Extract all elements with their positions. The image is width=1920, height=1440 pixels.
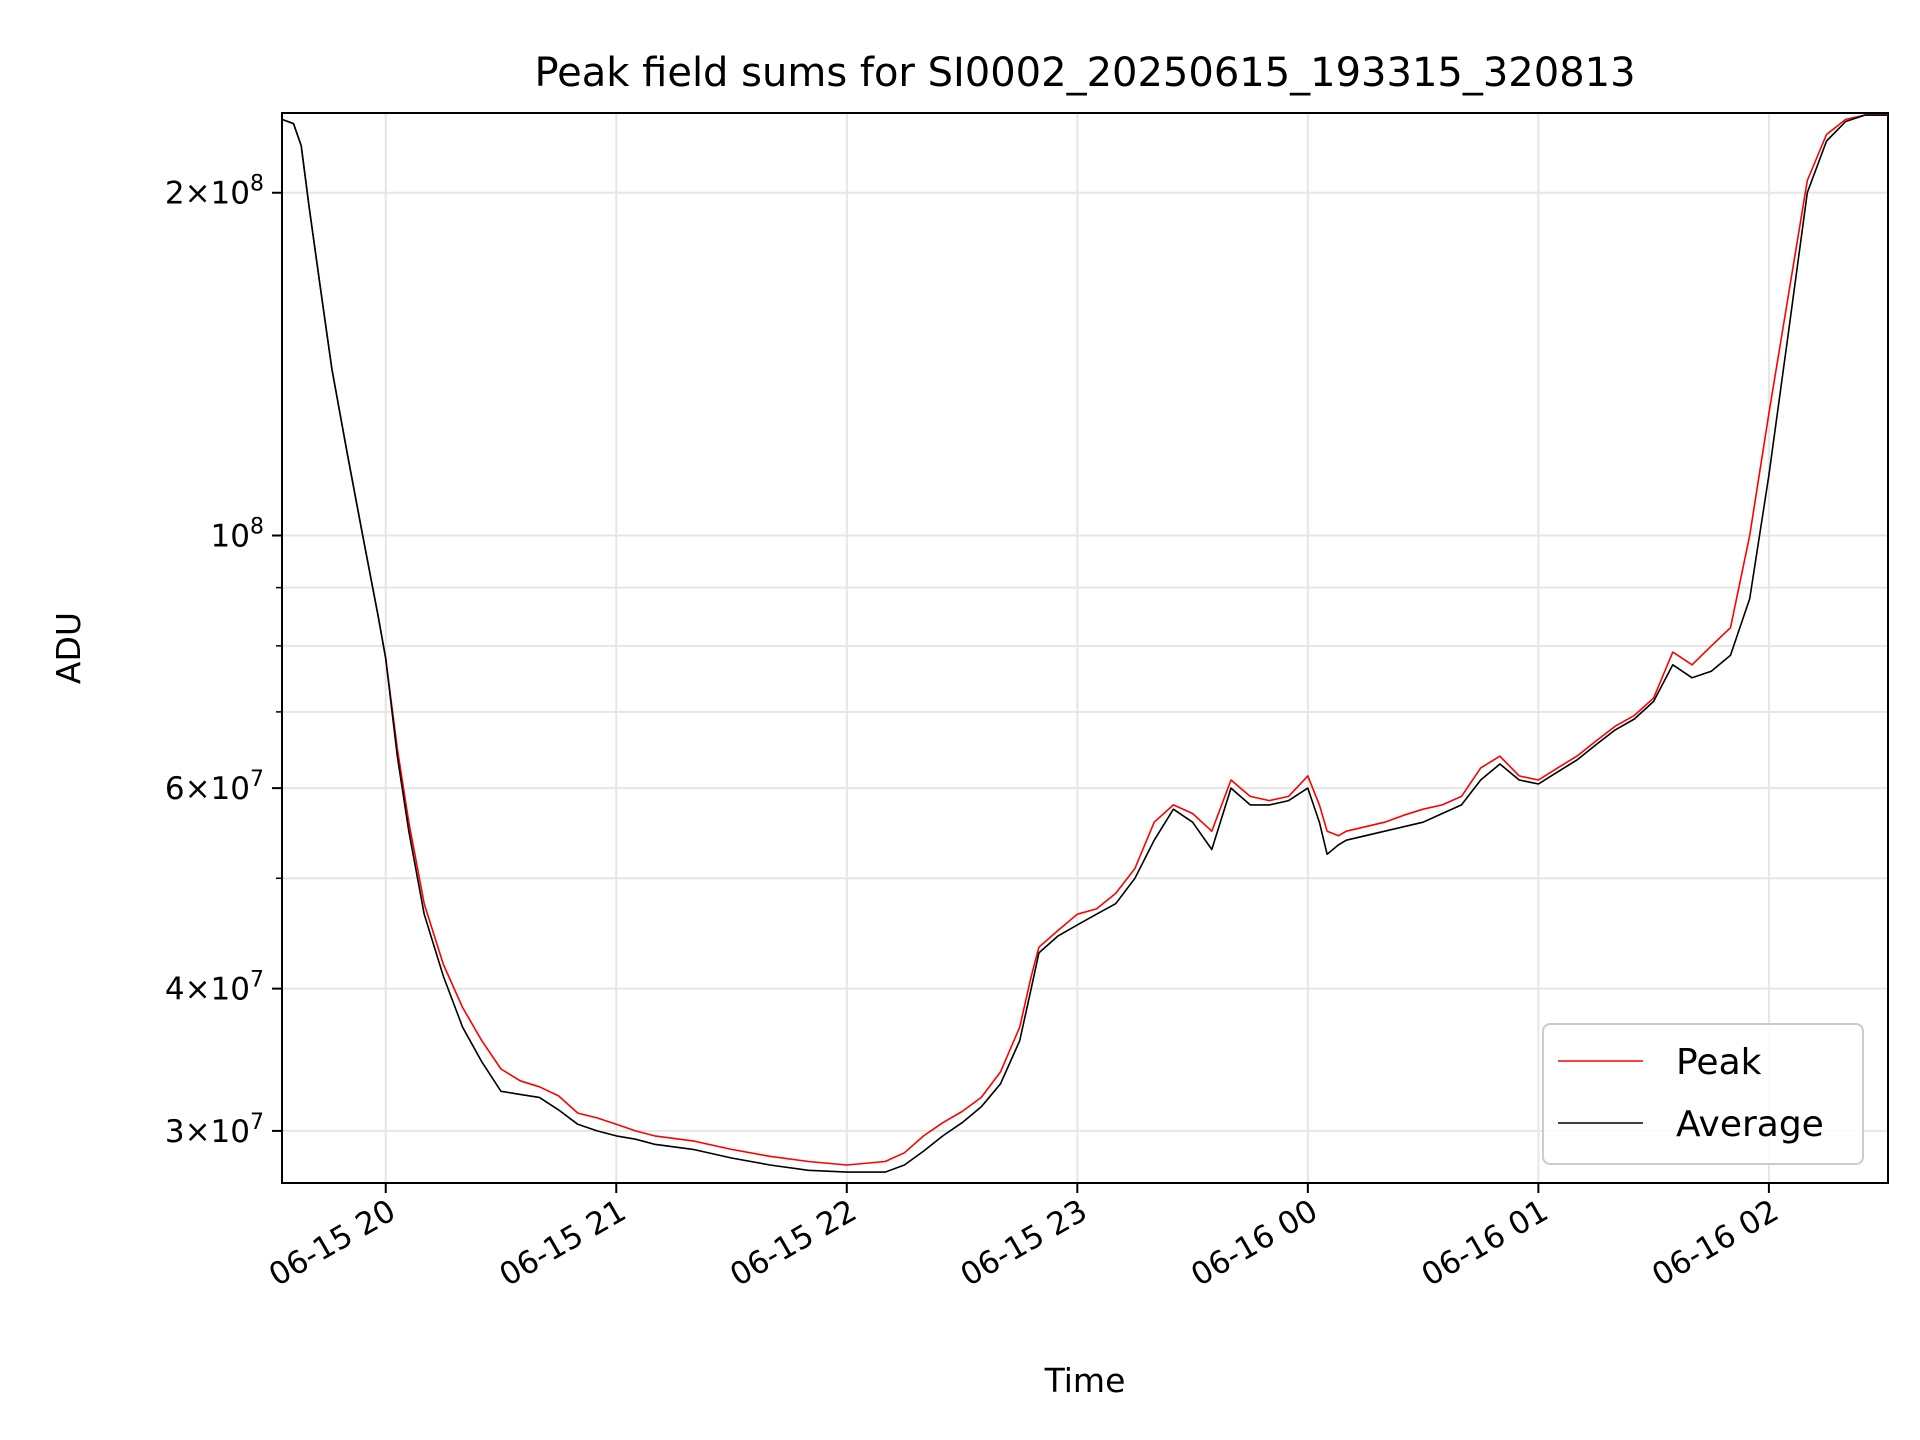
- y-tick-label: 3×107: [165, 1110, 264, 1150]
- x-axis: 06-15 20 06-15 21 06-15 22 06-15 23 06-16 00…: [263, 1183, 1785, 1294]
- y-tick-label: 2×108: [165, 172, 264, 212]
- plot-frame: [281, 112, 1889, 1184]
- legend: Peak Average: [1542, 1023, 1864, 1165]
- x-axis-label: Time: [1044, 1361, 1126, 1400]
- legend-box: [1542, 1023, 1864, 1165]
- series-line-peak: [281, 114, 1889, 1166]
- x-tick-label: 06-15 23: [955, 1193, 1094, 1294]
- series-layer: [281, 114, 1889, 1173]
- y-axis-label: ADU: [49, 612, 88, 684]
- x-tick-label: 06-15 20: [263, 1193, 402, 1294]
- legend-label-average: Average: [1676, 1104, 1824, 1145]
- chart-title: Peak field sums for SI0002_20250615_1933…: [534, 50, 1635, 96]
- x-tick-label: 06-16 01: [1416, 1193, 1555, 1294]
- series-line-average: [281, 114, 1889, 1173]
- y-tick-label: 6×107: [165, 767, 264, 807]
- x-tick-label: 06-15 21: [494, 1193, 633, 1294]
- x-tick-label: 06-16 02: [1646, 1193, 1785, 1294]
- legend-label-peak: Peak: [1676, 1042, 1762, 1083]
- y-tick-label: 108: [211, 515, 264, 555]
- grid: [282, 113, 1888, 1183]
- x-tick-label: 06-16 00: [1185, 1193, 1324, 1294]
- x-tick-label: 06-15 22: [724, 1193, 863, 1294]
- y-axis: 3×107 4×107 6×107 108 2×108: [165, 172, 282, 1150]
- y-tick-label: 4×107: [165, 968, 264, 1008]
